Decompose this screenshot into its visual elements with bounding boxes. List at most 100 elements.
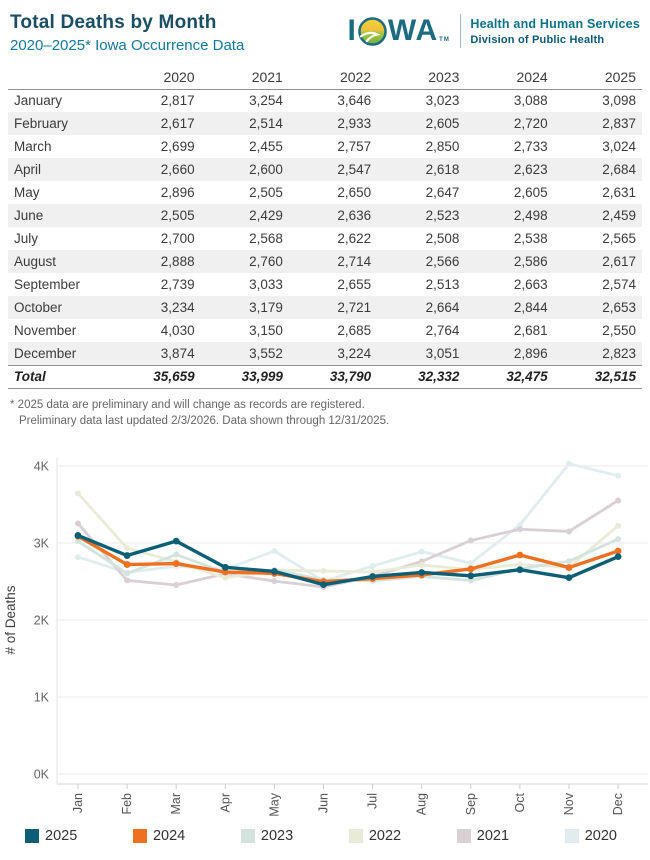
table-row: January 2,817 3,254 3,646 3,023 3,088 3,098 — [8, 89, 642, 112]
series-marker-2025 — [320, 581, 327, 588]
value-cell: 2,617 — [160, 116, 195, 131]
series-marker-2025 — [271, 567, 278, 575]
series-marker-2024 — [467, 565, 475, 573]
value-cell: 2,538 — [513, 231, 548, 246]
series-marker-2022 — [124, 545, 131, 552]
value-cell: 2,550 — [602, 323, 636, 338]
series-marker-2023 — [173, 551, 180, 558]
legend-item-2023: 2023 — [240, 828, 293, 844]
value-cell: 2,844 — [513, 300, 548, 315]
table-row: March 2,699 2,455 2,757 2,850 2,733 3,024 — [8, 135, 642, 158]
legend-label: 2021 — [476, 827, 510, 844]
month-label: June — [14, 208, 44, 223]
value-cell: 2,568 — [249, 231, 283, 246]
value-cell: 2,600 — [249, 162, 283, 177]
value-cell: 3,051 — [425, 345, 460, 361]
chart-canvas: 0K 1K 2K 3K 4K # of Deaths Jan Feb Mar Apr May Jun J… — [3, 457, 648, 816]
series-marker-2024 — [172, 560, 180, 567]
value-cell: 32,332 — [377, 364, 466, 389]
deaths-by-month-table: 2020 2021 2022 2023 2024 2025 January 2,817 3,2… — [8, 66, 642, 389]
value-cell: 2,617 — [602, 254, 636, 269]
table-row: October 3,234 3,179 2,721 2,664 2,844 2,653 — [8, 296, 642, 319]
total-row: Total 35,659 33,999 33,790 32,332 32,475 32,51… — [8, 364, 642, 389]
x-tick-label: Feb — [120, 793, 134, 815]
value-cell: 3,874 — [160, 345, 195, 361]
logo-divider — [459, 14, 462, 48]
legend-item-2025: 2025 — [25, 828, 77, 844]
value-cell: 2,837 — [602, 116, 636, 131]
series-marker-2023 — [75, 538, 81, 545]
x-tick-label: Sep — [464, 793, 478, 815]
trademark-mark: TM — [439, 37, 450, 43]
value-cell: 2,888 — [160, 254, 195, 269]
value-cell: 2,505 — [249, 185, 283, 200]
y-tick-label: 2K — [34, 613, 50, 627]
x-tick-label: Dec — [611, 793, 625, 815]
y-axis-title: # of Deaths — [3, 585, 18, 654]
value-cell: 2,684 — [602, 162, 636, 177]
value-cell: 2,586 — [513, 254, 548, 269]
series-marker-2021 — [516, 526, 523, 533]
value-cell: 2,733 — [513, 139, 548, 154]
year-column-header: 2023 — [377, 66, 466, 90]
year-column-header: 2024 — [465, 66, 554, 90]
year-column-header: 2020 — [112, 66, 201, 90]
series-line-2025 — [76, 533, 620, 587]
value-cell: 2,896 — [513, 345, 548, 361]
legend-label: 2020 — [584, 827, 617, 844]
y-tick-label: 1K — [34, 690, 50, 704]
series-marker-2024 — [516, 551, 524, 559]
value-cell: 2,757 — [337, 139, 372, 154]
table-row: December 3,874 3,552 3,224 3,051 2,896 2,823 — [8, 342, 642, 365]
series-marker-2020 — [566, 460, 572, 467]
series-marker-2020 — [615, 472, 622, 479]
series-marker-2024 — [614, 547, 622, 555]
series-marker-2022 — [418, 561, 425, 568]
series-marker-2022 — [75, 490, 81, 497]
series-marker-2022 — [516, 561, 523, 568]
value-cell: 33,790 — [288, 364, 378, 389]
legend-item-2020: 2020 — [564, 827, 617, 844]
value-cell: 2,623 — [513, 162, 548, 177]
org-lines: Health and Human Services Division of Pu… — [470, 17, 640, 46]
value-cell: 2,622 — [337, 231, 372, 246]
series-marker-2025 — [467, 572, 475, 580]
month-label: May — [14, 185, 40, 200]
series-marker-2020 — [75, 553, 81, 560]
value-cell: 2,574 — [602, 277, 636, 292]
value-cell: 2,663 — [513, 277, 548, 292]
value-cell: 2,896 — [160, 185, 195, 200]
series-marker-2025 — [516, 566, 524, 573]
value-cell: 2,700 — [160, 231, 195, 246]
series-marker-2023 — [467, 577, 474, 584]
year-column-header: 2025 — [553, 66, 642, 90]
page-subtitle: 2020–2025* Iowa Occurrence Data — [10, 37, 245, 54]
value-cell: 2,498 — [513, 208, 548, 223]
series-marker-2024 — [221, 568, 229, 576]
series-marker-2025 — [418, 568, 426, 576]
series-marker-2020 — [369, 562, 376, 569]
table-header: 2020 2021 2022 2023 2024 2025 — [8, 66, 642, 90]
org-division: Division of Public Health — [470, 33, 605, 46]
legend-label: 2024 — [152, 827, 186, 844]
value-cell: 2,605 — [513, 185, 548, 200]
value-cell: 3,023 — [425, 93, 460, 109]
x-tick-label: Mar — [169, 793, 183, 815]
footnotes: * 2025 data are preliminary and will cha… — [10, 397, 650, 430]
series-line-2020 — [76, 462, 620, 583]
value-cell: 4,030 — [160, 323, 195, 338]
month-label: January — [14, 93, 63, 109]
value-cell: 3,179 — [249, 300, 283, 315]
legend-item-2021: 2021 — [456, 827, 510, 844]
y-tick-label: 3K — [34, 536, 50, 550]
value-cell: 2,685 — [337, 323, 372, 338]
table-row: September 2,739 3,033 2,655 2,513 2,663 2,574 — [8, 273, 642, 296]
table-row: April 2,660 2,600 2,547 2,618 2,623 2,684 — [8, 158, 642, 181]
table-row: August 2,888 2,760 2,714 2,566 2,586 2,617 — [8, 250, 642, 273]
iowa-globe-icon — [358, 16, 387, 46]
legend-label: 2025 — [45, 827, 78, 844]
y-tick-label: 4K — [34, 459, 50, 473]
logo-letters-wa: WA — [387, 14, 439, 47]
series-marker-2023 — [566, 558, 572, 565]
